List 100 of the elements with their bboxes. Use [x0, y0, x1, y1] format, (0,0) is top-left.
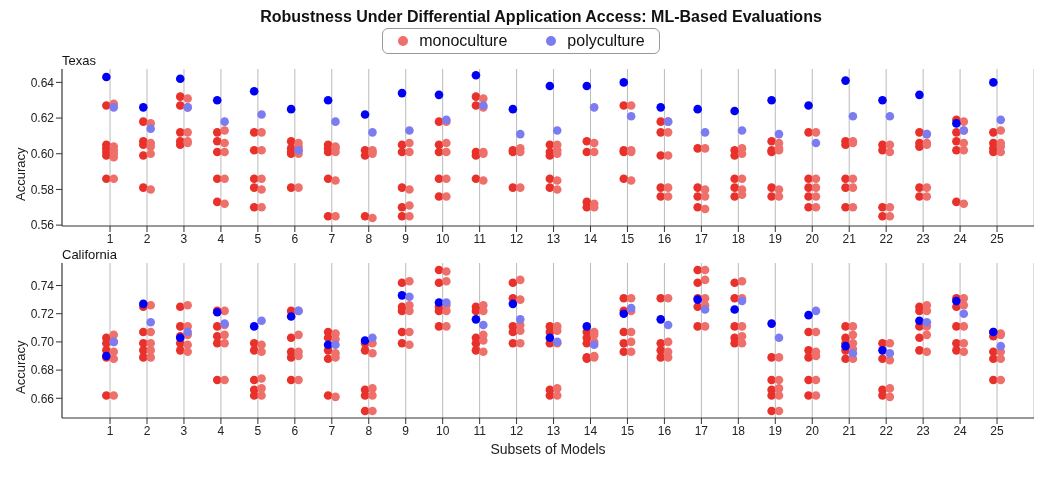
point [885, 111, 895, 121]
legend-label: polyculture [567, 32, 645, 50]
x-tick-label: 14 [583, 231, 598, 246]
y-axis-title: Accuracy [12, 147, 28, 201]
point [774, 129, 784, 139]
x-tick-label: 4 [217, 231, 225, 246]
x-tick-label: 19 [768, 423, 783, 438]
chart-subtitle: Texas [62, 53, 97, 68]
x-tick-label: 19 [768, 231, 783, 246]
point [434, 90, 444, 100]
point [146, 124, 155, 134]
point [368, 128, 377, 137]
point [700, 305, 710, 314]
point [915, 90, 924, 100]
point [368, 333, 377, 342]
x-tick-label: 2 [143, 423, 151, 438]
point [878, 346, 887, 355]
y-axis-title: Accuracy [12, 340, 28, 394]
point [885, 348, 895, 358]
x-tick-label: 22 [879, 231, 894, 246]
point [730, 305, 739, 314]
point [952, 119, 961, 128]
point [804, 310, 813, 320]
point [471, 70, 481, 80]
x-tick-label: 21 [842, 423, 857, 438]
x-tick-label: 17 [694, 423, 709, 438]
point [922, 317, 932, 327]
x-tick-label: 5 [254, 423, 262, 438]
point [323, 340, 333, 350]
point [552, 126, 562, 135]
point [626, 111, 636, 121]
x-tick-label: 13 [546, 423, 561, 438]
y-tick-label: 0.58 [30, 182, 55, 197]
point [331, 340, 340, 350]
x-tick-label: 6 [291, 231, 299, 246]
point [257, 316, 266, 326]
point [257, 110, 266, 119]
point [811, 306, 821, 316]
x-tick-label: 25 [990, 231, 1005, 246]
point [811, 138, 821, 148]
x-tick-label: 15 [620, 423, 635, 438]
point [959, 309, 969, 319]
x-tick-label: 8 [365, 423, 373, 438]
point [767, 95, 776, 105]
point [515, 129, 525, 139]
x-tick-label: 24 [953, 423, 968, 438]
chart-title: Robustness Under Differential Application Access: ML-Based Evaluations [259, 8, 823, 26]
point [700, 128, 710, 137]
point [249, 322, 259, 331]
x-tick-label: 1 [106, 423, 114, 438]
point [589, 103, 599, 112]
x-tick-label: 5 [254, 231, 262, 246]
x-tick-label: 20 [805, 423, 820, 438]
y-tick-label: 0.62 [30, 111, 55, 126]
y-tick-label: 0.74 [30, 278, 55, 293]
point [397, 88, 407, 98]
point [508, 299, 518, 309]
x-tick-label: 12 [509, 423, 524, 438]
y-tick-label: 0.64 [30, 75, 55, 90]
x-tick-label: 3 [180, 423, 188, 438]
x-tick-label: 22 [879, 423, 894, 438]
x-tick-label: 23 [916, 231, 931, 246]
point [804, 101, 813, 110]
point [989, 78, 998, 87]
point [656, 103, 666, 112]
x-tick-label: 9 [402, 423, 410, 438]
x-tick-label: 7 [328, 423, 336, 438]
point [434, 298, 444, 307]
point [619, 78, 629, 87]
point [582, 81, 592, 91]
x-tick-label: 16 [657, 231, 672, 246]
point [515, 315, 525, 324]
x-axis-title: Subsets of Models [490, 441, 606, 457]
x-tick-label: 7 [328, 231, 336, 246]
y-tick-label: 0.72 [30, 306, 55, 321]
point [508, 104, 518, 114]
point [774, 333, 784, 342]
point [102, 72, 111, 82]
point [878, 95, 887, 105]
point [139, 103, 148, 112]
chart-subtitle: California [62, 247, 118, 262]
point [249, 87, 259, 96]
point [848, 111, 858, 121]
x-tick-label: 25 [990, 423, 1005, 438]
point [286, 104, 296, 114]
point [360, 110, 370, 119]
x-tick-label: 23 [916, 423, 931, 438]
y-tick-label: 0.60 [30, 147, 55, 161]
point [663, 320, 673, 330]
x-tick-label: 6 [291, 423, 299, 438]
point [767, 319, 776, 328]
y-tick-label: 0.66 [30, 391, 55, 406]
x-tick-label: 10 [435, 231, 450, 246]
x-tick-label: 24 [953, 231, 968, 246]
x-tick-label: 10 [435, 423, 450, 438]
x-tick-label: 3 [180, 231, 188, 246]
point [212, 95, 222, 105]
x-tick-label: 20 [805, 231, 820, 246]
x-tick-label: 17 [694, 231, 709, 246]
x-tick-label: 8 [365, 231, 373, 246]
